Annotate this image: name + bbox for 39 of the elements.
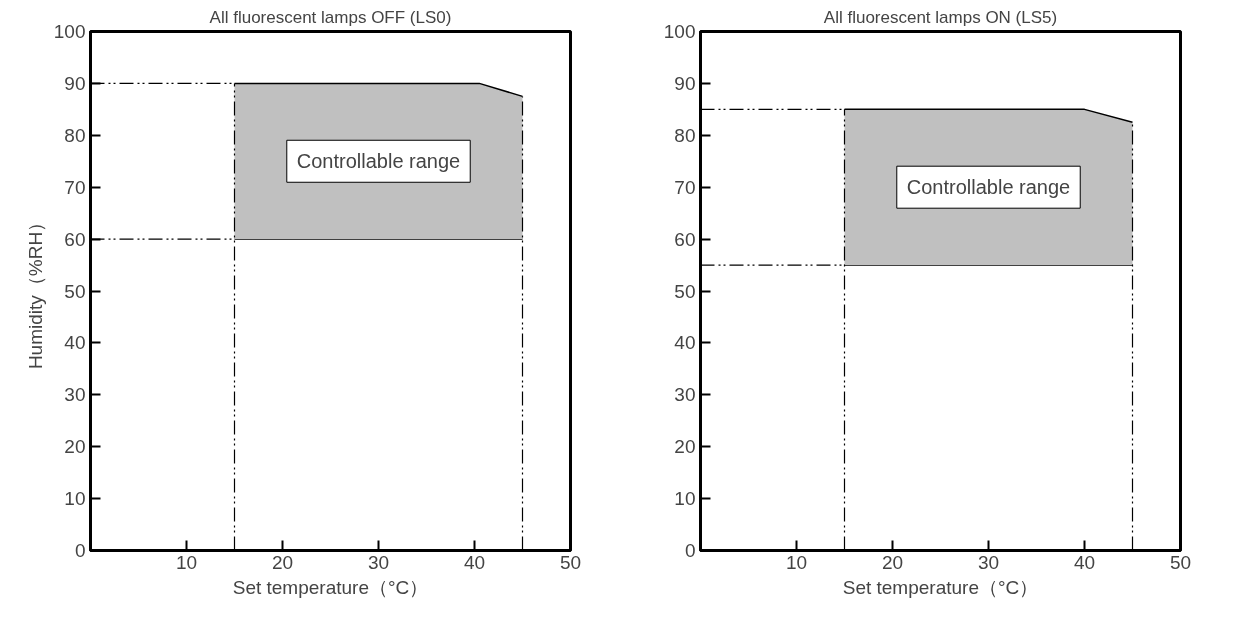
x-tick-label: 20 [271, 551, 294, 573]
y-tick-label: 20 [64, 436, 86, 458]
x-tick-label: 10 [175, 551, 198, 573]
x-tick-label: 40 [1073, 551, 1096, 573]
y-tick-label: 50 [64, 280, 86, 302]
chart-title: All fluorescent lamps OFF (LS0) [209, 7, 452, 27]
x-tick-label: 30 [367, 551, 390, 573]
y-tick-label: 90 [674, 72, 696, 94]
y-tick-label: 80 [64, 124, 86, 146]
x-tick-label: 50 [1169, 551, 1192, 573]
x-axis-title: Set temperature（°C） [842, 576, 1039, 598]
x-tick-label: 50 [559, 551, 582, 573]
y-tick-label: 10 [674, 488, 696, 510]
y-tick-label: 10 [64, 488, 86, 510]
y-tick-label: 30 [64, 384, 86, 406]
y-tick-label: 100 [53, 21, 86, 42]
annotation: Controllable range [296, 150, 461, 173]
y-tick-label: 30 [674, 384, 696, 406]
x-tick-label: 30 [977, 551, 1000, 573]
y-tick-label: 0 [74, 540, 86, 561]
chart-title: All fluorescent lamps ON (LS5) [823, 7, 1058, 27]
y-tick-label: 40 [674, 332, 696, 354]
annotation: Controllable range [906, 176, 1071, 199]
y-tick-label: 80 [674, 124, 696, 146]
y-tick-label: 90 [64, 72, 86, 94]
y-tick-label: 40 [64, 332, 86, 354]
y-tick-label: 20 [674, 436, 696, 458]
x-tick-label: 40 [463, 551, 486, 573]
y-tick-label: 100 [663, 21, 696, 42]
x-axis-title: Set temperature（°C） [232, 576, 429, 598]
y-axis-title: Humidity（%RH） [24, 212, 46, 370]
y-tick-label: 60 [674, 228, 696, 250]
x-tick-label: 10 [785, 551, 808, 573]
y-tick-label: 50 [674, 280, 696, 302]
y-tick-label: 60 [64, 228, 86, 250]
x-tick-label: 20 [881, 551, 904, 573]
y-tick-label: 70 [674, 176, 696, 198]
y-tick-label: 70 [64, 176, 86, 198]
y-tick-label: 0 [684, 540, 696, 561]
